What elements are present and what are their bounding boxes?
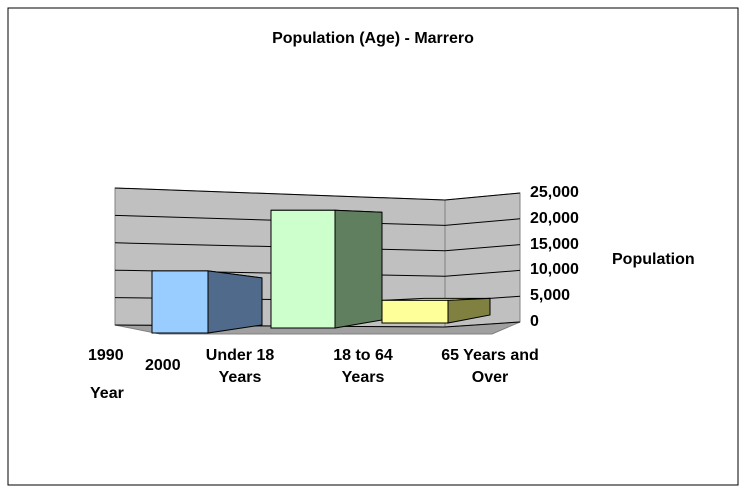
- y-tick-label: 5,000: [530, 287, 571, 305]
- bar-side: [207, 270, 263, 334]
- y-tick-label: 20,000: [530, 209, 579, 227]
- grid-line: [114, 214, 521, 226]
- grid-line: [114, 187, 521, 201]
- bar-side: [334, 209, 383, 329]
- grid-line: [114, 269, 521, 277]
- grid-line: [114, 242, 521, 252]
- y-tick-label: 25,000: [530, 184, 579, 201]
- chart-title: Population (Age) - Marrero: [272, 30, 474, 47]
- x-tick-label: 65 Years and Over: [441, 347, 539, 386]
- bar: [381, 299, 449, 324]
- depth-axis-title: Year: [90, 385, 124, 402]
- bar-side: [447, 297, 491, 324]
- y-tick-label: 10,000: [530, 261, 579, 279]
- depth-label: 2000: [145, 357, 181, 374]
- depth-label: 1990: [88, 347, 124, 364]
- bar: [270, 209, 336, 329]
- x-tick-label: Under 18 Years: [205, 347, 275, 386]
- x-tick-label: 18 to 64 Years: [333, 347, 393, 386]
- y-tick-label: 15,000: [530, 235, 579, 253]
- bar: [151, 270, 209, 334]
- y-tick-label: 0: [530, 313, 539, 330]
- y-axis-title: Population: [612, 251, 695, 268]
